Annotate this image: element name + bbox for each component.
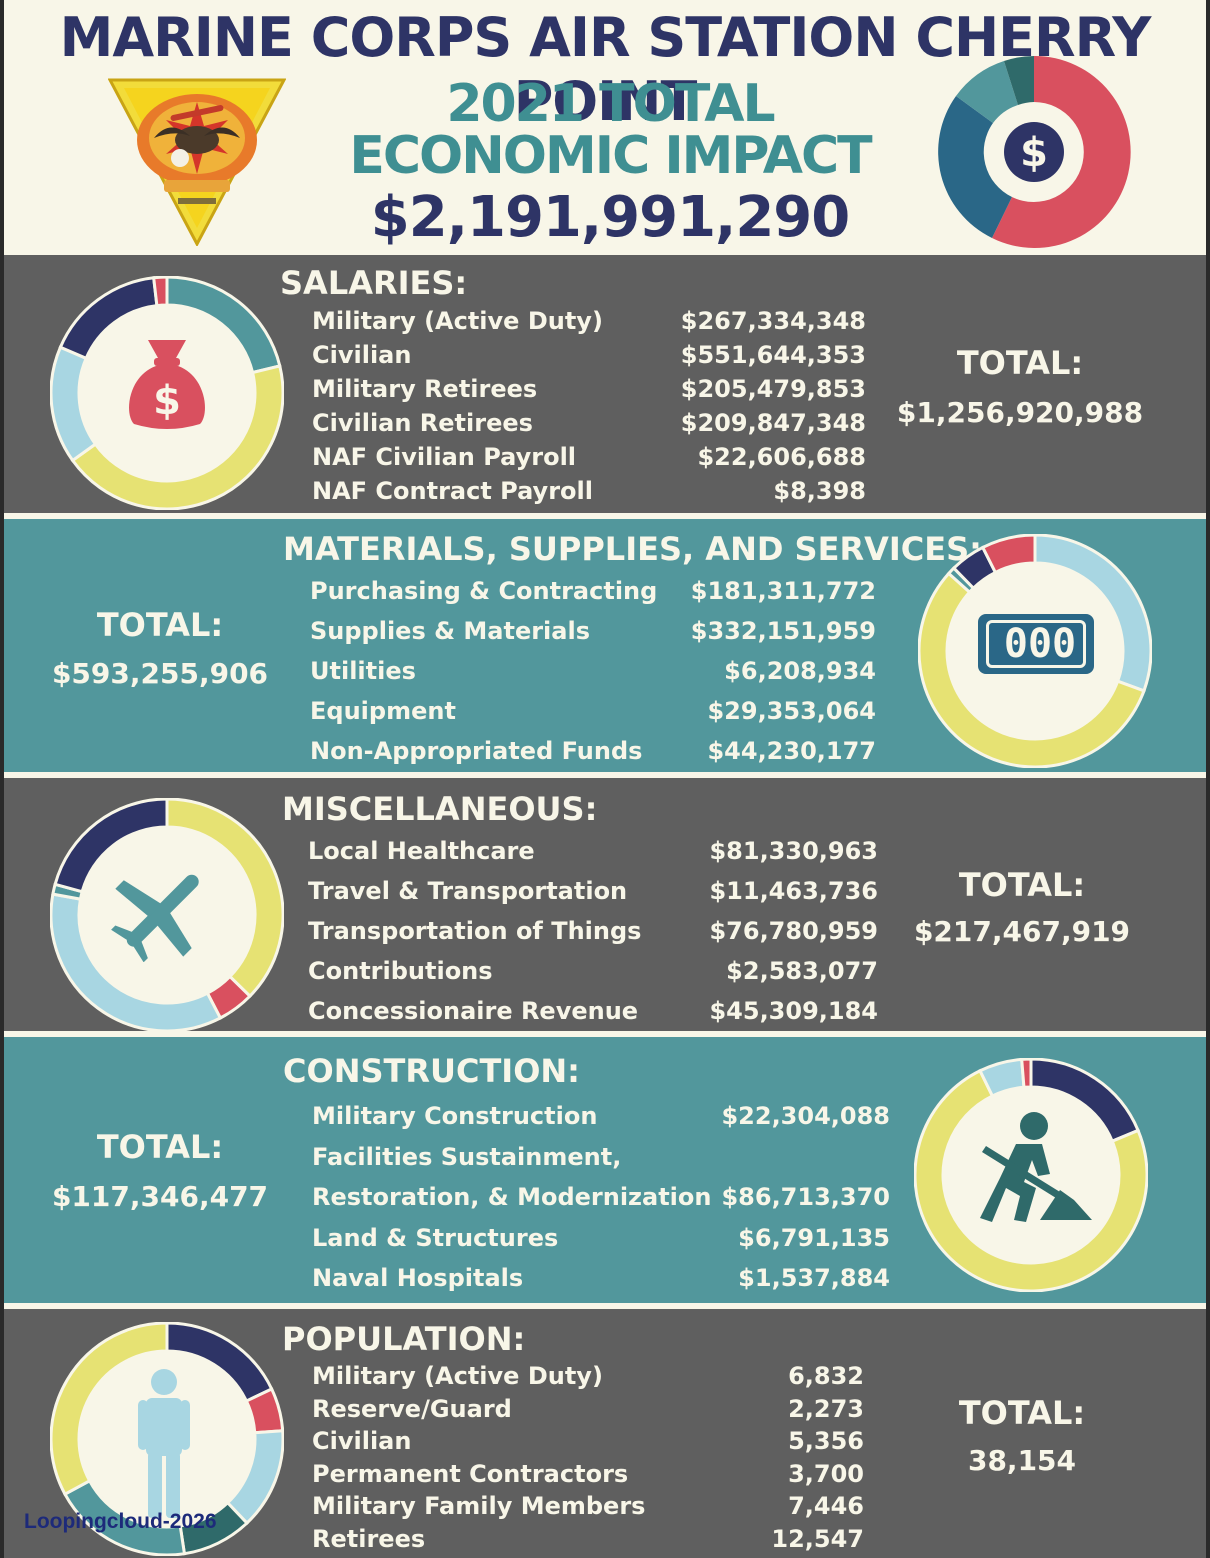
salaries-total-value: $1,256,920,988 — [896, 396, 1144, 429]
salaries-row-label: Military (Active Duty) — [312, 307, 603, 335]
population-heading: POPULATION: — [282, 1320, 526, 1358]
register-digits: 000 — [1003, 621, 1077, 667]
salaries-row-label: Military Retirees — [312, 375, 538, 403]
materials-row-value: $44,230,177 — [707, 737, 876, 765]
population-row-label: Civilian — [312, 1427, 412, 1455]
salaries-row-label: NAF Civilian Payroll — [312, 443, 577, 471]
header-donut-chart: $ — [938, 55, 1131, 248]
materials-total-label: TOTAL: — [96, 606, 224, 644]
materials-row-value: $6,208,934 — [724, 657, 876, 685]
materials-row-label: Utilities — [310, 657, 416, 685]
population-row-value: 6,832 — [788, 1362, 864, 1390]
page-title: MARINE CORPS AIR STATION CHERRY POINT — [59, 6, 1152, 133]
subtitle-line-2: ECONOMIC IMPACT — [349, 126, 872, 186]
materials-row-value: $332,151,959 — [690, 617, 876, 645]
svg-text:$: $ — [153, 378, 181, 424]
salaries-row-value: $205,479,853 — [680, 375, 866, 403]
mcas-cherry-point-emblem-icon — [108, 78, 286, 246]
construction-row-value: $1,537,884 — [738, 1264, 890, 1292]
misc-heading: MISCELLANEOUS: — [282, 790, 598, 828]
construction-row-label: Facilities Sustainment, — [312, 1142, 622, 1171]
salaries-row-value: $551,644,353 — [680, 341, 866, 369]
construction-worker-icon — [976, 1108, 1096, 1230]
population-row-label: Military (Active Duty) — [312, 1362, 603, 1390]
construction-heading: CONSTRUCTION: — [283, 1052, 580, 1090]
misc-row-label: Local Healthcare — [308, 837, 535, 865]
population-donut-segment — [50, 1322, 169, 1497]
population-row-value: 5,356 — [788, 1427, 864, 1455]
construction-row-label: Naval Hospitals — [312, 1264, 524, 1292]
misc-total-value: $217,467,919 — [913, 915, 1131, 948]
construction-total-label: TOTAL: — [96, 1128, 224, 1166]
materials-row-label: Supplies & Materials — [310, 617, 590, 645]
cash-register-icon: 000 — [978, 614, 1094, 674]
person-icon — [138, 1368, 190, 1524]
misc-row-label: Concessionaire Revenue — [308, 997, 639, 1025]
salaries-row-value: $267,334,348 — [680, 307, 866, 335]
svg-text:$: $ — [1020, 130, 1048, 176]
materials-row-value: $29,353,064 — [707, 697, 876, 725]
population-row-value: 3,700 — [788, 1459, 864, 1488]
population-row-value: 7,446 — [788, 1492, 864, 1520]
salaries-row-value: $209,847,348 — [680, 409, 866, 437]
construction-row-label: Military Construction — [312, 1102, 598, 1130]
construction-row-label: Restoration, & Modernization — [312, 1183, 712, 1211]
misc-row-value: $2,583,077 — [726, 957, 878, 985]
salaries-row-label: Civilian — [312, 341, 412, 369]
misc-donut-chart — [50, 798, 284, 1032]
airplane-icon — [104, 858, 220, 966]
salaries-row-value: $8,398 — [773, 477, 866, 505]
materials-total-value: $593,255,906 — [51, 657, 269, 690]
materials-row-label: Non-Appropriated Funds — [310, 737, 643, 765]
population-row-label: Permanent Contractors — [312, 1459, 629, 1488]
population-total-label: TOTAL: — [958, 1394, 1086, 1432]
salaries-row-value: $22,606,688 — [697, 443, 866, 471]
materials-donut-segment — [918, 571, 1146, 768]
misc-row-label: Transportation of Things — [308, 917, 642, 945]
grand-total: $2,191,991,290 — [370, 185, 850, 250]
salaries-donut-segment — [152, 276, 169, 308]
right-border — [1206, 0, 1210, 1558]
misc-row-label: Contributions — [308, 957, 493, 985]
salaries-row-label: Civilian Retirees — [312, 409, 533, 437]
materials-row-value: $181,311,772 — [690, 577, 876, 605]
left-border — [0, 0, 4, 1558]
materials-row-label: Equipment — [310, 697, 456, 725]
watermark: Loopingcloud-2026 — [24, 1510, 217, 1533]
construction-donut-segment — [1020, 1058, 1033, 1089]
misc-row-label: Travel & Transportation — [308, 877, 628, 905]
population-row-value: 12,547 — [771, 1524, 864, 1553]
construction-total-value: $117,346,477 — [51, 1180, 269, 1213]
construction-row-value: $22,304,088 — [721, 1102, 890, 1130]
misc-row-value: $76,780,959 — [709, 917, 878, 945]
materials-heading: MATERIALS, SUPPLIES, AND SERVICES: — [283, 530, 982, 568]
salaries-total-label: TOTAL: — [956, 344, 1084, 382]
population-row-label: Military Family Members — [312, 1492, 646, 1520]
misc-row-value: $45,309,184 — [709, 997, 878, 1025]
salaries-heading: SALARIES: — [280, 264, 468, 302]
population-row-value: 2,273 — [788, 1394, 864, 1423]
misc-total-label: TOTAL: — [958, 866, 1086, 904]
construction-donut-segment — [914, 1068, 1148, 1292]
misc-row-value: $11,463,736 — [709, 877, 878, 905]
population-row-label: Reserve/Guard — [312, 1394, 512, 1423]
construction-row-label: Land & Structures — [312, 1223, 559, 1252]
subtitle-line-1: 2021 TOTAL — [446, 74, 775, 134]
construction-row-value: $86,713,370 — [721, 1183, 890, 1211]
population-row-label: Retirees — [312, 1524, 426, 1553]
money-bag-icon: $ — [124, 336, 210, 436]
population-total-value: 38,154 — [967, 1444, 1077, 1477]
materials-donut-segment — [980, 534, 1037, 575]
misc-row-value: $81,330,963 — [709, 837, 878, 865]
misc-donut-segment — [53, 798, 169, 894]
salaries-row-label: NAF Contract Payroll — [312, 477, 593, 505]
construction-row-value: $6,791,135 — [738, 1223, 890, 1252]
materials-row-label: Purchasing & Contracting — [310, 577, 658, 605]
